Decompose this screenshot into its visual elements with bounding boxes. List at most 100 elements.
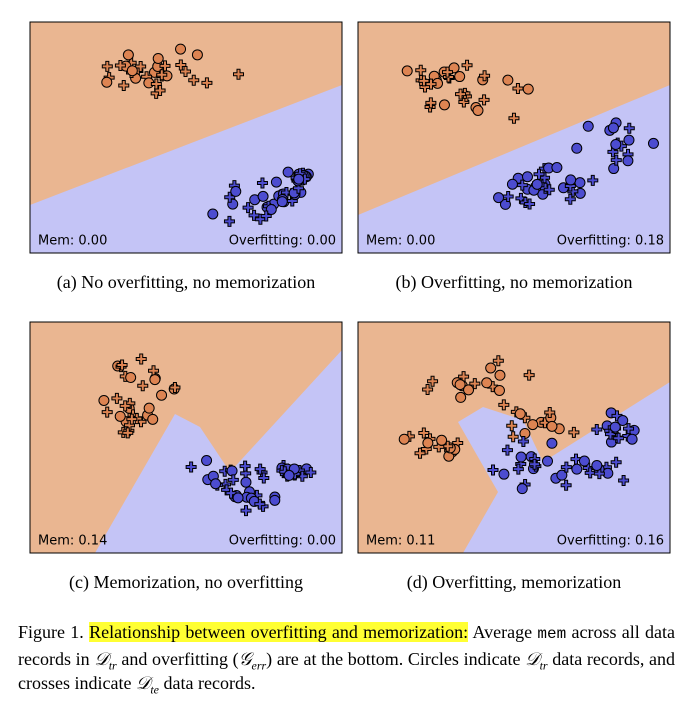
cross-point (593, 468, 605, 480)
circle-point (454, 71, 466, 83)
cross-point (118, 80, 130, 92)
cross-point (254, 498, 266, 510)
circle-point (152, 52, 164, 64)
cross-point (126, 413, 138, 425)
cross-point (418, 75, 430, 87)
circle-point (401, 65, 413, 77)
cross-point (223, 215, 235, 227)
cross-point (560, 479, 572, 491)
cross-point (111, 392, 123, 404)
circle-point (647, 137, 659, 149)
cross-point (607, 146, 619, 158)
circle-point (226, 465, 238, 477)
caption-math: 𝒟 (94, 648, 109, 669)
cross-point (529, 458, 541, 470)
cross-point (185, 461, 197, 473)
circle-point (591, 459, 603, 471)
cross-point (137, 380, 149, 392)
circle-point (622, 155, 634, 167)
cross-point (517, 436, 529, 448)
cross-point (455, 88, 467, 100)
circle-point (574, 177, 586, 189)
cross-point (560, 461, 572, 473)
circle-point (454, 379, 466, 391)
circle-point (565, 174, 577, 186)
circle-point (502, 74, 514, 86)
cross-point (524, 198, 536, 210)
circle-point (506, 178, 518, 190)
cross-point (425, 97, 437, 109)
circle-point (493, 192, 505, 204)
cross-point (201, 77, 213, 89)
caption-text: data records. (163, 673, 256, 693)
cross-point (478, 94, 490, 106)
cross-point (623, 122, 635, 134)
cross-point (169, 381, 181, 393)
circle-point (276, 196, 288, 208)
cross-point (584, 467, 596, 479)
cross-point (292, 182, 304, 194)
plot-area (30, 22, 342, 253)
panel-frame (357, 321, 671, 554)
cross-point (258, 472, 270, 484)
cross-point (564, 193, 576, 205)
caption-math-sub: err (251, 658, 267, 673)
cross-point (119, 400, 131, 412)
circle-point (498, 468, 510, 480)
panel: Mem: 0.11 Overfitting: 0.16 (d) Overfittin… (357, 321, 671, 593)
cross-point (239, 460, 251, 472)
circle-point (472, 105, 484, 117)
cross-point (135, 353, 147, 365)
circle-point (463, 384, 475, 396)
panel-caption: (a) No overfitting, no memorization (57, 272, 315, 293)
circle-point (546, 420, 558, 432)
cross-point (305, 466, 317, 478)
caption-math-sub: te (150, 682, 160, 697)
caption-math: 𝒢 (238, 648, 252, 669)
circle-point (436, 434, 448, 446)
panel-caption: (c) Memorization, no overfitting (69, 572, 303, 593)
cross-point (623, 423, 635, 435)
caption-math-sub: tr (539, 658, 548, 673)
circle-point (571, 142, 583, 154)
caption-code: mem (537, 625, 567, 643)
circle-point (147, 413, 159, 425)
cross-point (568, 426, 580, 438)
circle-point (531, 178, 543, 190)
cross-point (225, 487, 237, 499)
circle-point (175, 43, 187, 55)
circle-point (269, 494, 281, 506)
cross-point (135, 60, 147, 72)
figure: Mem: 0.00 Overfitting: 0.00 (a) No overfit… (29, 21, 671, 593)
cross-point (180, 66, 192, 78)
plot-area (30, 322, 342, 553)
cross-point (567, 185, 579, 197)
cross-point (587, 174, 599, 186)
circle-point (398, 433, 410, 445)
overfitting-label: Overfitting: 0.18 (557, 234, 664, 249)
cross-point (154, 84, 166, 96)
cross-point (506, 420, 518, 432)
circle-point (230, 185, 242, 197)
circle-point (521, 171, 533, 183)
circle-point (542, 455, 554, 467)
cross-point (280, 187, 292, 199)
caption-text: ) are at the bottom. Circles indicate (266, 648, 521, 669)
cross-point (116, 359, 128, 371)
circle-point (143, 402, 155, 414)
circle-point (514, 408, 526, 420)
cross-point (227, 474, 239, 486)
cross-point (501, 444, 513, 456)
circle-point (156, 389, 168, 401)
circle-point (626, 433, 638, 445)
circle-point (494, 369, 506, 381)
caption-math: 𝒟 (135, 673, 151, 693)
cross-point (414, 447, 426, 459)
mem-label: Mem: 0.11 (366, 534, 435, 549)
cross-point (242, 202, 254, 214)
cross-point (254, 463, 266, 475)
cross-point (512, 83, 524, 95)
circle-point (481, 377, 493, 389)
panel-caption: (b) Overfitting, no memorization (396, 272, 633, 293)
cross-point (508, 112, 520, 124)
